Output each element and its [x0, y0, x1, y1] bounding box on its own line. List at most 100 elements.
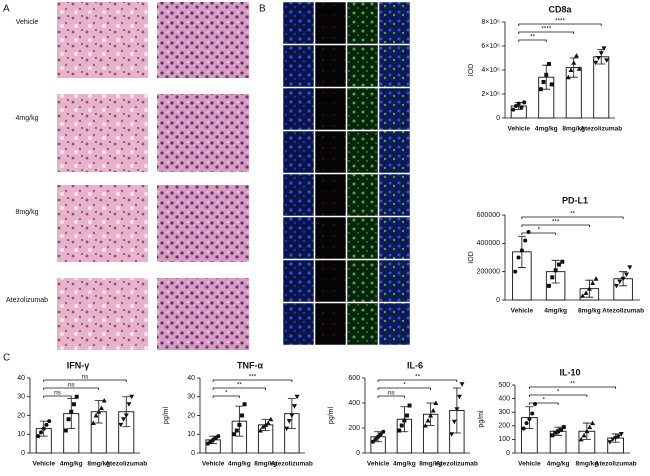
significance-label: **: [530, 34, 536, 41]
data-point: [234, 428, 239, 433]
data-point: [593, 60, 599, 66]
data-point: [521, 426, 526, 431]
x-tick-label: Vehicle: [511, 308, 534, 315]
data-point: [553, 268, 558, 273]
significance-bracket: [212, 387, 267, 390]
data-point: [620, 276, 626, 282]
y-tick-label: 20: [187, 412, 195, 419]
data-point: [397, 428, 402, 433]
data-point: [90, 420, 96, 425]
data-point: [93, 413, 99, 418]
data-point: [568, 67, 574, 72]
data-point: [573, 53, 579, 58]
y-axis-label: IOD: [468, 64, 475, 76]
significance-label: *: [225, 390, 228, 397]
y-tick-label: 400: [498, 395, 510, 402]
significance-label: ****: [555, 18, 566, 25]
data-point: [425, 418, 431, 423]
data-point: [428, 413, 434, 418]
data-point: [522, 100, 527, 105]
fluorescence-image: [314, 87, 347, 131]
data-point: [587, 424, 593, 430]
significance-bracket: [518, 23, 602, 26]
data-point: [584, 428, 590, 434]
data-point: [593, 276, 599, 281]
fluorescence-image: [378, 259, 411, 303]
x-tick-label: Vehicle: [202, 461, 225, 468]
data-point: [581, 432, 587, 438]
data-point: [101, 398, 107, 403]
x-tick-label: Atezolizumab: [271, 461, 313, 468]
data-point: [514, 104, 519, 108]
error-bar: [235, 405, 244, 437]
fluorescence-image: [282, 216, 315, 260]
data-point: [286, 419, 292, 424]
data-point: [36, 434, 41, 439]
panel-label: A: [3, 4, 10, 15]
histology-image: [157, 278, 249, 350]
histology-image: [157, 185, 249, 262]
data-point: [378, 432, 383, 437]
data-point: [618, 431, 624, 437]
chart-title: IL-10: [559, 367, 580, 377]
fluorescence-image: [314, 1, 347, 45]
data-point: [623, 272, 629, 277]
significance-label: *: [557, 389, 560, 396]
y-tick-label: 0: [496, 297, 500, 304]
significance-bracket: [528, 386, 617, 389]
x-tick-label: Atezolizumab: [595, 461, 637, 468]
fluorescence-image: [314, 173, 347, 217]
significance-bracket: [43, 379, 127, 382]
fluorescence-image: [378, 302, 411, 346]
data-point: [604, 58, 610, 63]
bar: [593, 56, 610, 119]
data-point: [376, 434, 381, 439]
significance-label: **: [570, 381, 576, 388]
x-tick-label: Atezolizumab: [580, 126, 622, 133]
y-axis-label: pg/ml: [328, 407, 335, 425]
data-point: [257, 428, 263, 433]
data-point: [373, 437, 378, 442]
x-tick-label: Vehicle: [367, 461, 390, 468]
data-point: [66, 417, 71, 422]
x-tick-label: 8mg/kg: [562, 126, 585, 133]
significance-bracket: [518, 31, 575, 34]
histology-image: [57, 278, 148, 350]
significance-label: ns: [388, 390, 396, 397]
data-point: [601, 46, 607, 51]
data-point: [63, 428, 68, 433]
data-point: [237, 422, 242, 427]
data-point: [576, 66, 582, 71]
panel-label: B: [259, 4, 266, 15]
y-tick-label: 0: [356, 450, 360, 457]
y-tick-label: 0: [496, 115, 500, 122]
fluorescence-image: [346, 302, 379, 346]
data-point: [590, 280, 596, 285]
y-tick-label: 20: [17, 412, 25, 419]
data-point: [511, 107, 516, 112]
x-tick-label: Vehicle: [518, 461, 541, 468]
significance-bracket: [528, 394, 588, 397]
data-point: [541, 80, 546, 84]
x-tick-label: 4mg/kg: [393, 461, 416, 468]
histology-image: [157, 94, 249, 172]
data-point: [544, 72, 549, 77]
significance-bracket: [43, 387, 100, 390]
row-label: 8mg/kg: [16, 209, 39, 216]
data-point: [615, 434, 621, 440]
y-tick-label: 2×10⁶: [481, 91, 500, 98]
chart-title: IFN-γ: [67, 360, 90, 370]
data-point: [260, 424, 266, 429]
y-tick-label: 40: [17, 375, 25, 382]
data-point: [590, 420, 596, 426]
data-point: [242, 402, 247, 407]
y-tick-label: 0: [191, 450, 195, 457]
data-point: [74, 394, 79, 399]
significance-bracket: [377, 387, 432, 390]
significance-label: ns: [54, 390, 62, 397]
data-point: [39, 430, 44, 435]
data-point: [546, 283, 551, 288]
data-point: [550, 433, 555, 438]
histology-image: [57, 185, 148, 262]
